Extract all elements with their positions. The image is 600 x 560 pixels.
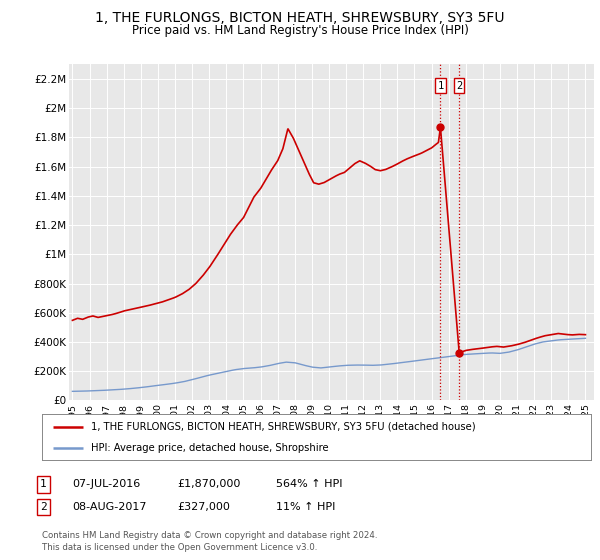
Text: 2: 2 [456, 81, 462, 91]
Text: Price paid vs. HM Land Registry's House Price Index (HPI): Price paid vs. HM Land Registry's House … [131, 24, 469, 36]
Text: 1, THE FURLONGS, BICTON HEATH, SHREWSBURY, SY3 5FU: 1, THE FURLONGS, BICTON HEATH, SHREWSBUR… [95, 11, 505, 25]
Text: 11% ↑ HPI: 11% ↑ HPI [276, 502, 335, 512]
Text: 1: 1 [437, 81, 443, 91]
Text: Contains HM Land Registry data © Crown copyright and database right 2024.
This d: Contains HM Land Registry data © Crown c… [42, 531, 377, 552]
Text: £1,870,000: £1,870,000 [177, 479, 241, 489]
Text: 1: 1 [40, 479, 47, 489]
Text: £327,000: £327,000 [177, 502, 230, 512]
Text: 1, THE FURLONGS, BICTON HEATH, SHREWSBURY, SY3 5FU (detached house): 1, THE FURLONGS, BICTON HEATH, SHREWSBUR… [91, 422, 476, 432]
Text: 07-JUL-2016: 07-JUL-2016 [72, 479, 140, 489]
Text: 564% ↑ HPI: 564% ↑ HPI [276, 479, 343, 489]
Text: 08-AUG-2017: 08-AUG-2017 [72, 502, 146, 512]
Text: HPI: Average price, detached house, Shropshire: HPI: Average price, detached house, Shro… [91, 443, 329, 453]
Text: 2: 2 [40, 502, 47, 512]
